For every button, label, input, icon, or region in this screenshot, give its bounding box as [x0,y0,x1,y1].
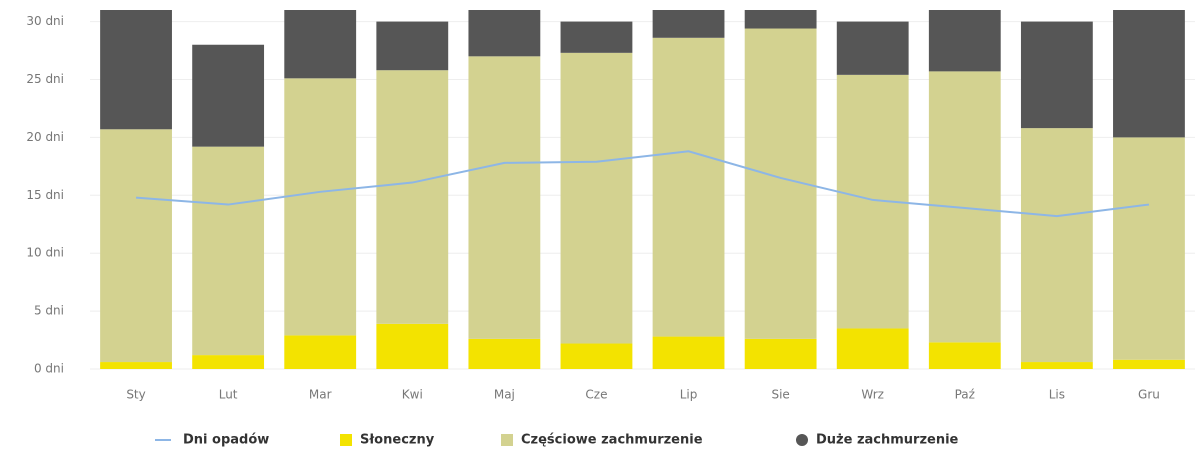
bar-segment [100,129,172,363]
legend-label: Dni opadów [183,433,269,448]
bar-segment [1113,359,1185,369]
y-tick-label: 25 dni [26,72,64,86]
bar-segment [836,21,909,75]
bar-segment [652,10,725,38]
bar-segment [468,338,541,369]
bar-segment [100,362,172,369]
x-tick-label: Kwi [402,388,423,402]
bar-segment [376,21,449,71]
bar-segment [468,10,541,57]
x-tick-label: Gru [1138,388,1160,402]
bar-segment [376,70,449,324]
y-tick-label: 15 dni [26,188,64,202]
bar-segment [1020,362,1093,369]
bar-segment [928,10,1001,72]
bar-segment [284,335,357,369]
x-tick-label: Lip [680,388,698,402]
y-tick-label: 0 dni [34,362,64,376]
bar-segment [1113,137,1185,360]
bar-segment [376,323,449,369]
x-tick-label: Maj [494,388,515,402]
bar-segment [652,336,725,369]
bar-segment [192,44,265,147]
legend-marker [796,434,808,446]
bar-segment [560,343,633,369]
legend-marker [340,434,352,446]
bar-segment [744,10,817,29]
legend-label: Słoneczny [360,433,435,448]
bar-segment [1113,10,1185,138]
y-tick-label: 5 dni [34,304,64,318]
x-tick-label: Paź [955,388,975,402]
bar-segment [192,355,265,369]
bar-segment [928,342,1001,369]
x-tick-label: Lut [219,388,238,402]
bar-segment [744,338,817,369]
legend-marker [501,434,513,446]
legend-label: Częściowe zachmurzenie [521,433,703,448]
bar-segment [928,71,1001,343]
bar-segment [284,78,357,336]
bar-segment [468,56,541,339]
bar-segment [836,328,909,369]
bar-segment [192,146,265,356]
bar-segment [1020,21,1093,129]
y-tick-label: 10 dni [26,246,64,260]
line [135,150,1150,218]
x-tick-label: Mar [309,388,332,402]
x-tick-label: Wrz [861,388,884,402]
bar-segment [100,10,172,130]
bar-segment [1020,128,1093,363]
bar-segment [560,52,633,344]
bar-segment [284,10,357,79]
legend-label: Duże zachmurzenie [816,433,959,448]
x-tick-label: Sty [126,388,145,402]
bar-segment [560,21,633,53]
x-tick-label: Lis [1049,388,1065,402]
x-tick-label: Sie [771,388,789,402]
y-tick-label: 30 dni [26,14,64,28]
y-tick-label: 20 dni [26,130,64,144]
x-tick-label: Cze [585,388,607,402]
bar-segment [652,37,725,337]
